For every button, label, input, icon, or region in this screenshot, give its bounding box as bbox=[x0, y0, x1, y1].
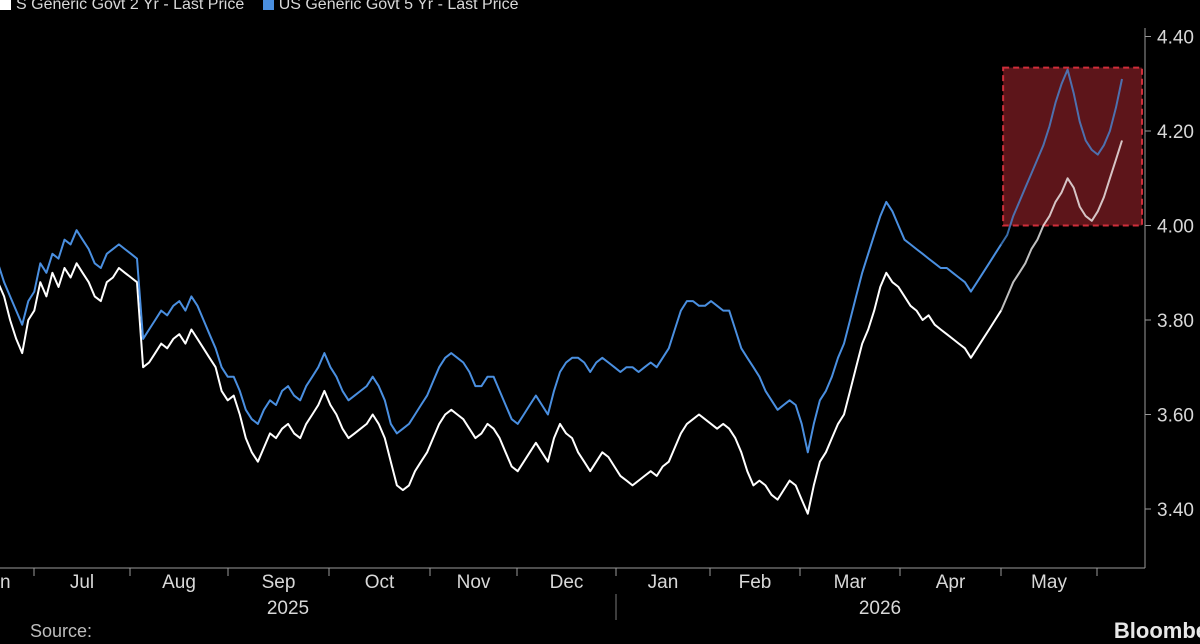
legend-label-5yr: US Generic Govt 5 Yr - Last Price bbox=[278, 0, 519, 13]
series-line-2yr-highlighted bbox=[1000, 140, 1123, 311]
series-line-5yr-highlighted bbox=[1000, 68, 1123, 245]
legend-item-5yr: US Generic Govt 5 Yr - Last Price bbox=[262, 0, 519, 14]
legend-item-2yr: S Generic Govt 2 Yr - Last Price bbox=[0, 0, 244, 14]
series-line-5yr bbox=[0, 200, 1002, 454]
x-tick-label: Jul bbox=[70, 572, 94, 593]
legend-swatch-2yr bbox=[0, 0, 11, 10]
legend-swatch-5yr bbox=[262, 0, 274, 10]
series-line-2yr bbox=[0, 262, 1002, 515]
chart-legend: S Generic Govt 2 Yr - Last Price US Gene… bbox=[0, 0, 532, 20]
x-tick-label: Dec bbox=[550, 572, 584, 593]
axis-layer: 4.40 4.20 4.00 3.80 3.60 3.40 n Jul Aug Sep Oct Nov… bbox=[0, 28, 1194, 620]
year-label: 2025 bbox=[267, 598, 309, 619]
x-tick-label: Nov bbox=[457, 572, 491, 593]
x-tick-label: Feb bbox=[739, 572, 772, 593]
year-label: 2026 bbox=[859, 598, 901, 619]
x-tick-label: May bbox=[1031, 572, 1067, 593]
x-tick-label: Oct bbox=[365, 572, 395, 593]
x-tick-label: Sep bbox=[262, 572, 296, 593]
x-tick-label: Apr bbox=[936, 572, 966, 593]
series-layer bbox=[0, 68, 1123, 515]
source-label: Source: bbox=[30, 621, 93, 641]
legend-label-2yr: S Generic Govt 2 Yr - Last Price bbox=[16, 0, 245, 13]
x-tick-label: Aug bbox=[162, 572, 196, 593]
x-tick-label: Jan bbox=[648, 572, 679, 593]
y-tick-label: 4.20 bbox=[1157, 122, 1194, 143]
bloomberg-logo: Bloomberg bbox=[1113, 618, 1200, 643]
y-tick-label: 4.40 bbox=[1157, 28, 1194, 49]
y-tick-label: 4.00 bbox=[1157, 217, 1194, 238]
x-tick-label: n bbox=[0, 572, 11, 593]
yield-line-chart: 4.40 4.20 4.00 3.80 3.60 3.40 n Jul Aug Sep Oct Nov… bbox=[0, 28, 1194, 620]
y-tick-label: 3.80 bbox=[1157, 311, 1194, 332]
y-tick-label: 3.40 bbox=[1157, 500, 1194, 521]
y-tick-label: 3.60 bbox=[1157, 406, 1194, 427]
x-tick-label: Mar bbox=[834, 572, 867, 593]
